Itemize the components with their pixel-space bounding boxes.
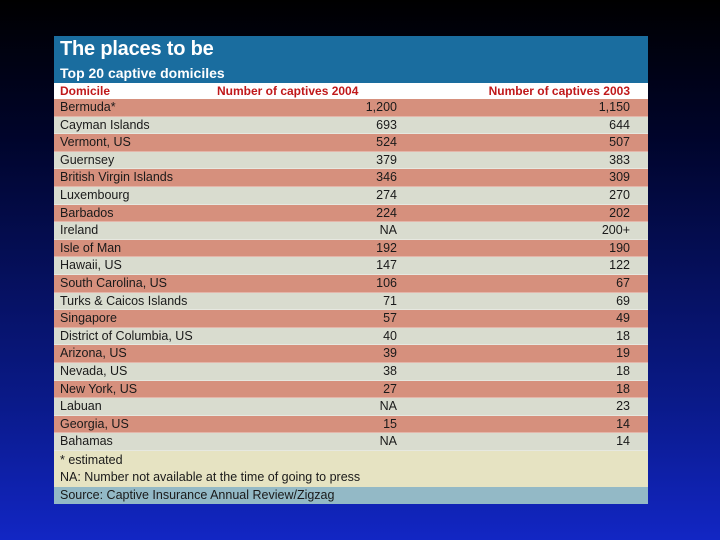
table-row: District of Columbia, US 40 18 (54, 327, 648, 346)
cell-domicile: Cayman Islands (60, 117, 150, 132)
table-row: Barbados 224 202 (54, 204, 648, 223)
cell-domicile: Bahamas (60, 434, 113, 449)
cell-domicile: District of Columbia, US (60, 328, 193, 343)
cell-captives-2004: 15 (383, 416, 397, 431)
cell-domicile: Labuan (60, 399, 102, 414)
cell-captives-2004: 693 (376, 117, 397, 132)
table-row: Singapore 57 49 (54, 310, 648, 328)
captive-domiciles-table: The places to be Top 20 captive domicile… (54, 36, 648, 504)
cell-captives-2004: 27 (383, 381, 397, 396)
cell-domicile: Singapore (60, 311, 117, 326)
cell-captives-2004: 379 (376, 152, 397, 167)
cell-domicile: Hawaii, US (60, 258, 122, 273)
cell-captives-2003: 18 (616, 381, 630, 396)
cell-domicile: Arizona, US (60, 346, 127, 361)
table-subtitle: Top 20 captive domiciles (60, 65, 225, 81)
cell-captives-2003: 270 (609, 187, 630, 202)
cell-captives-2003: 190 (609, 240, 630, 255)
table-row: Isle of Man 192 190 (54, 239, 648, 258)
cell-domicile: Turks & Caicos Islands (60, 293, 188, 308)
cell-domicile: Guernsey (60, 152, 115, 167)
table-row: Guernsey 379 383 (54, 151, 648, 170)
column-header-row: Domicile Number of captives 2004 Number … (54, 83, 648, 99)
table-row: South Carolina, US 106 67 (54, 274, 648, 293)
column-header-2004: Number of captives 2004 (217, 84, 359, 98)
cell-captives-2004: 274 (376, 187, 397, 202)
table-row: Hawaii, US 147 122 (54, 257, 648, 275)
footnote-estimated: * estimated (60, 453, 123, 467)
table-header-banner: The places to be Top 20 captive domicile… (54, 36, 648, 83)
source-line: Source: Captive Insurance Annual Review/… (54, 487, 648, 504)
cell-domicile: Georgia, US (60, 416, 129, 431)
cell-captives-2003: 18 (616, 363, 630, 378)
cell-captives-2004: 38 (383, 363, 397, 378)
cell-captives-2004: 71 (383, 293, 397, 308)
cell-domicile: Luxembourg (60, 187, 130, 202)
cell-captives-2004: 1,200 (365, 100, 397, 114)
cell-domicile: Isle of Man (60, 240, 122, 255)
table-row: New York, US 27 18 (54, 380, 648, 399)
cell-domicile: Barbados (60, 205, 114, 220)
table-row: Luxembourg 274 270 (54, 186, 648, 205)
cell-domicile: South Carolina, US (60, 275, 168, 290)
cell-captives-2003: 23 (616, 399, 630, 414)
cell-domicile: Nevada, US (60, 363, 128, 378)
cell-domicile: British Virgin Islands (60, 170, 174, 185)
cell-captives-2004: 346 (376, 170, 397, 185)
cell-captives-2004: 106 (376, 275, 397, 290)
table-body: Bermuda* 1,200 1,150 Cayman Islands 693 644 Ve… (54, 99, 648, 451)
table-row: Georgia, US 15 14 (54, 415, 648, 434)
cell-captives-2003: 507 (609, 135, 630, 150)
cell-domicile: Bermuda* (60, 100, 116, 114)
table-row: Bermuda* 1,200 1,150 (54, 99, 648, 117)
cell-domicile: Vermont, US (60, 135, 131, 150)
cell-domicile: Ireland (60, 223, 99, 238)
cell-domicile: New York, US (60, 381, 138, 396)
cell-captives-2003: 122 (609, 258, 630, 273)
table-row: Cayman Islands 693 644 (54, 116, 648, 135)
footnotes: * estimated NA: Number not available at … (54, 451, 648, 487)
cell-captives-2003: 200+ (601, 223, 630, 238)
footnote-na: NA: Number not available at the time of … (60, 470, 361, 484)
cell-captives-2003: 644 (609, 117, 630, 132)
cell-captives-2003: 19 (616, 346, 630, 361)
source-text: Source: Captive Insurance Annual Review/… (60, 488, 335, 502)
table-row: Ireland NA 200+ (54, 222, 648, 240)
cell-captives-2004: 147 (376, 258, 397, 273)
cell-captives-2003: 14 (616, 434, 630, 449)
cell-captives-2003: 383 (609, 152, 630, 167)
column-header-2003: Number of captives 2003 (488, 84, 630, 98)
cell-captives-2004: 224 (376, 205, 397, 220)
column-header-domicile: Domicile (60, 84, 111, 98)
cell-captives-2004: NA (379, 434, 397, 449)
table-row: Bahamas NA 14 (54, 433, 648, 451)
cell-captives-2003: 49 (616, 311, 630, 326)
cell-captives-2003: 18 (616, 328, 630, 343)
cell-captives-2004: 524 (376, 135, 397, 150)
table-row: Vermont, US 524 507 (54, 134, 648, 152)
cell-captives-2004: 57 (383, 311, 397, 326)
cell-captives-2004: 40 (383, 328, 397, 343)
cell-captives-2003: 67 (616, 275, 630, 290)
cell-captives-2003: 309 (609, 170, 630, 185)
table-row: British Virgin Islands 346 309 (54, 169, 648, 187)
cell-captives-2004: 39 (383, 346, 397, 361)
table-row: Nevada, US 38 18 (54, 362, 648, 381)
table-row: Labuan NA 23 (54, 398, 648, 416)
cell-captives-2004: 192 (376, 240, 397, 255)
cell-captives-2003: 202 (609, 205, 630, 220)
cell-captives-2004: NA (379, 223, 397, 238)
table-title: The places to be (60, 38, 214, 60)
table-row: Turks & Caicos Islands 71 69 (54, 292, 648, 311)
cell-captives-2004: NA (379, 399, 397, 414)
table-row: Arizona, US 39 19 (54, 345, 648, 363)
cell-captives-2003: 1,150 (598, 100, 630, 114)
cell-captives-2003: 14 (616, 416, 630, 431)
cell-captives-2003: 69 (616, 293, 630, 308)
